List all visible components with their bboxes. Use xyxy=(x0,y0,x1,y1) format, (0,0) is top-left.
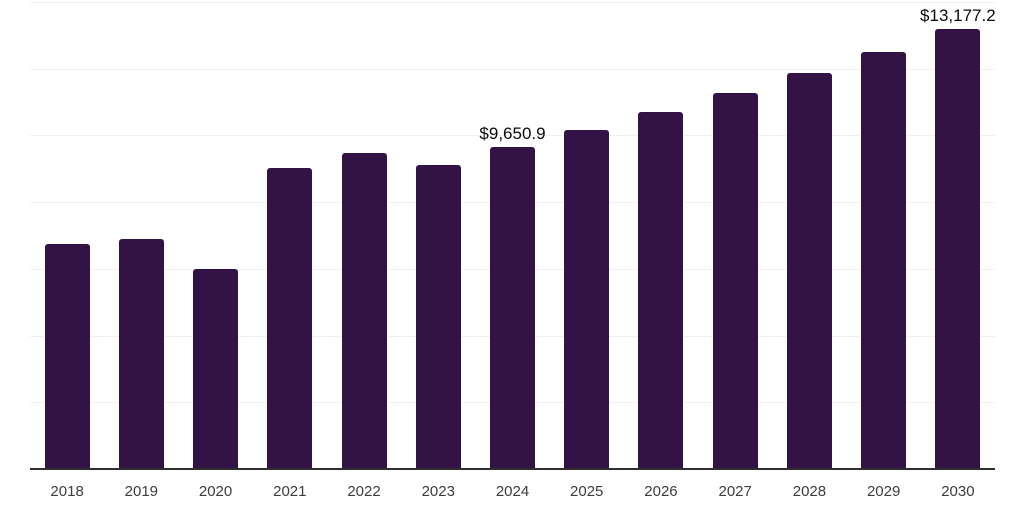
x-tick-2021: 2021 xyxy=(273,483,307,500)
x-tick-2030: 2030 xyxy=(941,483,975,500)
bar-2024 xyxy=(490,147,535,469)
data-label-2024: $9,650.9 xyxy=(479,124,546,144)
bar-2019 xyxy=(118,238,164,469)
x-tick-2024: 2024 xyxy=(495,483,530,500)
x-tick-2023: 2023 xyxy=(421,483,455,500)
bar-2022 xyxy=(341,153,387,469)
x-tick-2029: 2029 xyxy=(866,483,901,500)
gridline-14000 xyxy=(30,2,995,3)
bar-2026 xyxy=(638,111,684,469)
bar-2030 xyxy=(935,29,981,469)
plot-area: $9,650.9 $13,177.2 xyxy=(30,0,996,469)
x-axis-labels: 2018 2019 2020 2021 2022 2023 2024 2025 2026 2027… xyxy=(30,482,995,502)
x-tick-2028: 2028 xyxy=(792,483,827,500)
x-axis-line xyxy=(30,468,995,470)
bar-2018 xyxy=(44,243,90,469)
bar-2029 xyxy=(861,51,907,469)
x-tick-2025: 2025 xyxy=(570,483,604,500)
bar-2027 xyxy=(712,92,758,469)
x-tick-2026: 2026 xyxy=(644,483,678,500)
bar-2023 xyxy=(415,165,461,469)
bar-2021 xyxy=(267,168,313,469)
x-tick-2022: 2022 xyxy=(347,483,381,500)
bar-2028 xyxy=(786,72,832,469)
bar-2020 xyxy=(193,268,239,469)
x-tick-2027: 2027 xyxy=(718,483,752,500)
gridline-10000 xyxy=(30,135,995,137)
bar-2025 xyxy=(564,129,610,469)
x-tick-2020: 2020 xyxy=(198,483,233,500)
gridline-12000 xyxy=(30,68,995,70)
x-tick-2019: 2019 xyxy=(124,483,159,500)
data-label-2030: $13,177.2 xyxy=(920,6,996,26)
x-tick-2018: 2018 xyxy=(50,483,84,500)
